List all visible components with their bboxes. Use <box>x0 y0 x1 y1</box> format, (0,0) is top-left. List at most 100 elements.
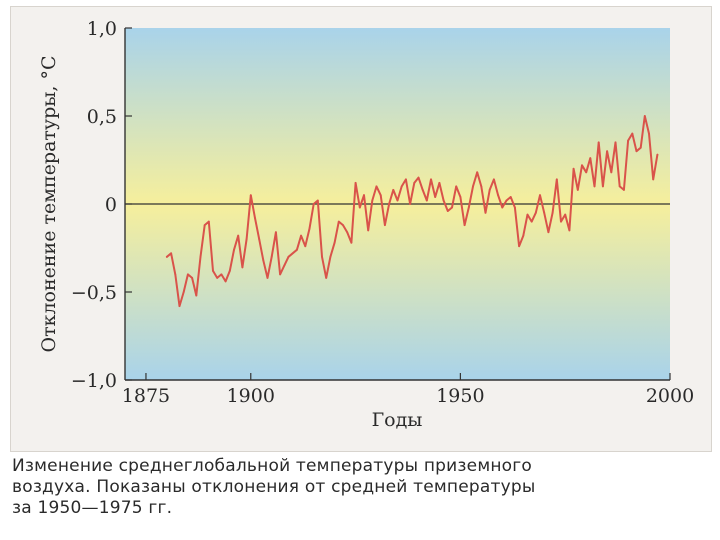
y-tick-label: 0,5 <box>87 106 117 128</box>
data-point <box>463 224 466 227</box>
data-point <box>593 185 596 188</box>
data-point <box>585 171 588 174</box>
data-point <box>375 185 378 188</box>
data-point <box>254 217 256 220</box>
data-point <box>547 231 550 234</box>
data-point <box>283 264 286 267</box>
y-tick-label: 0 <box>105 194 117 216</box>
data-point <box>241 266 244 269</box>
data-point <box>484 211 487 214</box>
data-point <box>631 132 634 135</box>
data-point <box>304 245 307 248</box>
data-point <box>400 185 403 188</box>
data-point <box>501 206 504 209</box>
data-point <box>530 220 533 223</box>
caption-line-3: за 1950—1975 гг. <box>12 498 173 518</box>
data-point <box>434 196 437 198</box>
data-point <box>346 231 349 234</box>
data-point <box>191 277 194 279</box>
data-point <box>476 171 479 174</box>
data-point <box>275 231 277 234</box>
data-point <box>606 150 608 153</box>
data-point <box>518 245 520 248</box>
data-point <box>249 194 252 197</box>
data-point <box>514 206 516 209</box>
data-point <box>643 115 646 117</box>
data-point <box>329 255 332 258</box>
data-point <box>635 150 638 153</box>
data-point <box>614 141 617 144</box>
data-point <box>639 146 642 149</box>
data-point <box>337 220 340 223</box>
data-point <box>602 185 604 188</box>
data-point <box>325 277 328 279</box>
data-point <box>459 196 462 198</box>
data-point <box>438 182 441 184</box>
data-point <box>392 189 395 191</box>
data-point <box>493 178 495 181</box>
data-point <box>455 185 458 188</box>
data-point <box>187 273 189 276</box>
data-point <box>421 189 424 191</box>
data-point <box>648 132 650 135</box>
data-point <box>367 229 370 232</box>
data-point <box>388 203 390 205</box>
data-point <box>316 199 319 202</box>
data-point <box>413 182 416 184</box>
data-point <box>228 270 231 272</box>
data-point <box>576 189 579 191</box>
data-point <box>384 224 386 227</box>
x-tick-label: 1900 <box>227 385 275 407</box>
data-point <box>199 255 202 258</box>
data-points <box>166 115 659 307</box>
data-point <box>409 203 411 205</box>
x-axis-label: Годы <box>372 409 423 431</box>
data-point <box>467 206 470 209</box>
data-point <box>597 141 600 144</box>
data-point <box>308 227 311 230</box>
data-point <box>207 220 210 223</box>
data-point <box>623 189 625 191</box>
data-point <box>480 185 483 188</box>
data-point <box>627 139 629 142</box>
data-point <box>488 189 491 191</box>
data-point <box>270 255 273 258</box>
x-tick-label: 1950 <box>436 385 484 407</box>
data-point <box>203 224 206 227</box>
data-point <box>472 185 474 188</box>
data-point <box>417 176 420 179</box>
y-tick-label: −1,0 <box>71 370 117 392</box>
data-point <box>555 178 558 181</box>
data-point <box>258 238 261 241</box>
data-point <box>560 220 562 223</box>
data-point <box>497 194 499 197</box>
data-point <box>539 194 541 197</box>
data-point <box>224 280 227 283</box>
data-point <box>551 211 554 214</box>
data-point <box>618 185 621 188</box>
data-point <box>446 210 449 212</box>
data-point <box>652 178 655 181</box>
data-point <box>543 211 546 214</box>
caption-line-1: Изменение среднеглобальной температуры п… <box>12 456 532 476</box>
data-point <box>300 234 302 237</box>
data-point <box>212 270 214 272</box>
data-point <box>287 255 290 258</box>
x-tick-label: 2000 <box>646 385 694 407</box>
data-point <box>610 171 613 174</box>
data-point <box>262 259 265 262</box>
y-axis-label: Отклонение температуры, °C <box>38 55 60 352</box>
data-point <box>564 213 567 216</box>
data-point <box>321 255 323 258</box>
data-point <box>178 305 181 307</box>
data-point <box>296 248 298 251</box>
data-point <box>505 199 508 202</box>
data-point <box>333 241 336 244</box>
data-point <box>405 178 407 181</box>
data-point <box>581 164 583 167</box>
data-point <box>425 199 428 202</box>
data-point <box>233 248 235 251</box>
data-point <box>291 252 294 255</box>
y-tick-label: −0,5 <box>71 282 117 304</box>
